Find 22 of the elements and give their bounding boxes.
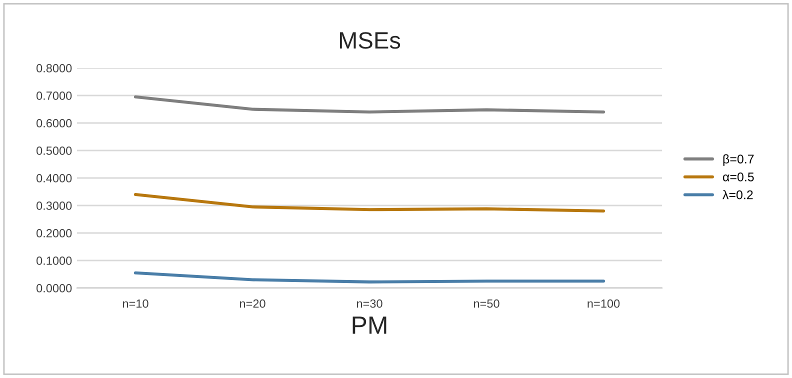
- y-tick-label: 0.3000: [36, 202, 72, 210]
- line-series: [134, 95, 606, 114]
- line-series: [134, 271, 606, 284]
- x-tick-label: n=30: [356, 299, 382, 308]
- y-tick-label: 0.1000: [36, 256, 72, 265]
- y-tick-label: 0.7000: [36, 92, 72, 100]
- y-tick-label: 0.2000: [36, 229, 72, 238]
- x-tick-label: n=20: [240, 299, 266, 308]
- legend-label: β=0.7: [723, 154, 754, 166]
- legend-label: λ=0.2: [722, 190, 753, 200]
- y-tick-label: 0.0000: [36, 284, 72, 292]
- x-tick-label: n=50: [474, 299, 500, 308]
- x-tick-label: n=100: [588, 299, 620, 308]
- chart-title: MSEs: [340, 32, 400, 49]
- y-tick-label: 0.8000: [36, 64, 72, 72]
- legend-label: α=0.5: [722, 172, 754, 182]
- x-tick-label: n=10: [122, 299, 148, 308]
- line-series: [134, 192, 606, 213]
- y-tick-label: 0.5000: [36, 146, 72, 155]
- y-tick-label: 0.4000: [36, 174, 72, 182]
- x-axis-title: PM: [352, 316, 386, 334]
- y-tick-label: 0.6000: [36, 119, 72, 128]
